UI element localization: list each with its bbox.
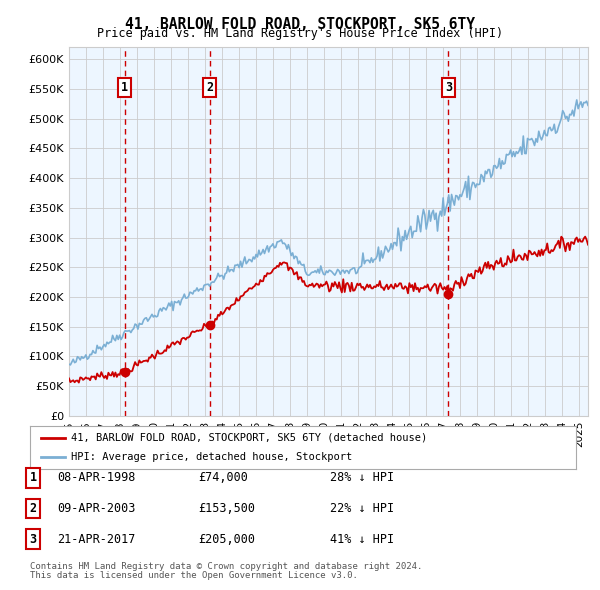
Text: £205,000: £205,000 <box>198 533 255 546</box>
Text: This data is licensed under the Open Government Licence v3.0.: This data is licensed under the Open Gov… <box>30 571 358 580</box>
Text: Contains HM Land Registry data © Crown copyright and database right 2024.: Contains HM Land Registry data © Crown c… <box>30 562 422 571</box>
Text: 41, BARLOW FOLD ROAD, STOCKPORT, SK5 6TY: 41, BARLOW FOLD ROAD, STOCKPORT, SK5 6TY <box>125 17 475 31</box>
Bar <box>125 47 210 416</box>
Text: 3: 3 <box>29 533 37 546</box>
Text: HPI: Average price, detached house, Stockport: HPI: Average price, detached house, Stoc… <box>71 453 352 463</box>
Text: £74,000: £74,000 <box>198 471 248 484</box>
Text: 28% ↓ HPI: 28% ↓ HPI <box>330 471 394 484</box>
Text: Price paid vs. HM Land Registry's House Price Index (HPI): Price paid vs. HM Land Registry's House … <box>97 27 503 40</box>
Text: 2: 2 <box>206 81 213 94</box>
Text: 3: 3 <box>445 81 452 94</box>
Bar <box>210 47 588 416</box>
Text: 2: 2 <box>29 502 37 515</box>
Text: 1: 1 <box>121 81 128 94</box>
Text: 09-APR-2003: 09-APR-2003 <box>57 502 136 515</box>
Text: 41, BARLOW FOLD ROAD, STOCKPORT, SK5 6TY (detached house): 41, BARLOW FOLD ROAD, STOCKPORT, SK5 6TY… <box>71 432 427 442</box>
Text: 22% ↓ HPI: 22% ↓ HPI <box>330 502 394 515</box>
Text: 1: 1 <box>29 471 37 484</box>
Text: 21-APR-2017: 21-APR-2017 <box>57 533 136 546</box>
Bar <box>69 47 125 416</box>
Text: 08-APR-1998: 08-APR-1998 <box>57 471 136 484</box>
Text: 41% ↓ HPI: 41% ↓ HPI <box>330 533 394 546</box>
Text: £153,500: £153,500 <box>198 502 255 515</box>
